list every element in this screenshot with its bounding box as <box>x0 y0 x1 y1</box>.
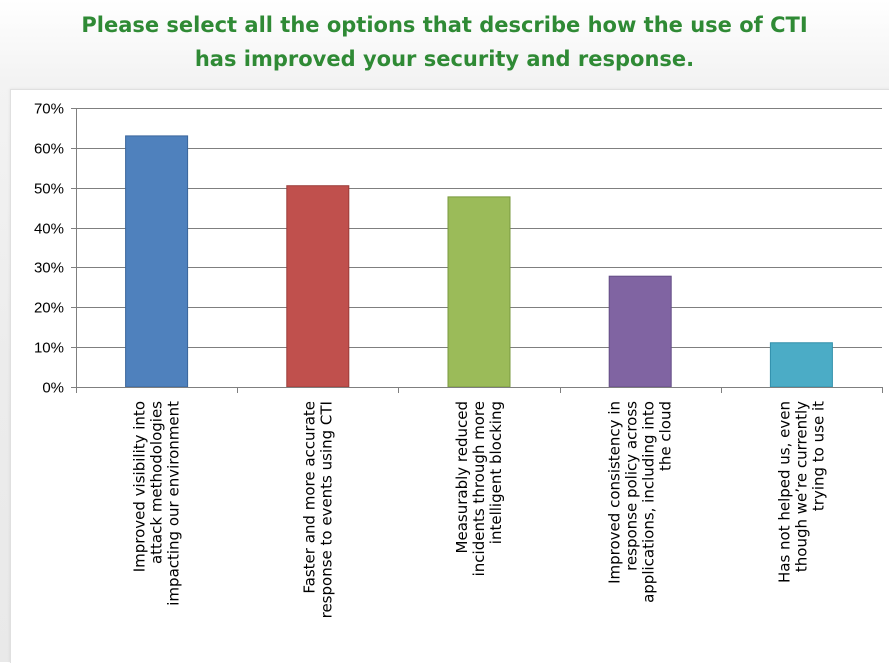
category-label-line: applications, including into <box>640 401 658 603</box>
bar <box>125 135 189 388</box>
category-label-line: Improved visibility into <box>131 401 149 572</box>
y-tick-label: 70% <box>34 101 64 118</box>
y-tick-label: 20% <box>34 300 64 317</box>
bar-chart: 0% 10% 20% 30% 40% 50% 60% 70% Improved visibili… <box>34 101 883 618</box>
category-label-line: trying to use it <box>809 401 827 511</box>
category-label-line: response policy across <box>623 401 641 571</box>
chart-title: Please select all the options that descr… <box>0 8 889 76</box>
category-label-line: Faster and more accurate <box>300 401 318 594</box>
bar <box>286 185 350 388</box>
category-label: Faster and more accurate response to even… <box>300 401 335 618</box>
category-label-line: Has not helped us, even <box>775 401 793 583</box>
category-label-line: Measurably reduced <box>453 401 471 553</box>
category-label-line: incidents through more <box>470 401 488 576</box>
y-tick-label: 30% <box>34 260 64 277</box>
y-tick-label: 10% <box>34 340 64 357</box>
bar <box>769 342 833 388</box>
category-label: Has not helped us, even though we’re curr… <box>775 401 827 583</box>
category-label-line: attack methodologies <box>148 401 166 564</box>
category-label-line: though we’re currently <box>792 401 810 572</box>
category-label: Improved consistency in response policy a… <box>606 401 675 603</box>
category-label-line: response to events using CTI <box>317 401 335 618</box>
y-tick-label: 60% <box>34 141 64 158</box>
y-tick-label: 40% <box>34 221 64 238</box>
category-label-line: intelligent blocking <box>487 401 505 544</box>
bar <box>447 196 511 388</box>
y-tick-label: 0% <box>42 380 64 397</box>
category-label-line: Improved consistency in <box>606 401 624 584</box>
chart-panel: 0% 10% 20% 30% 40% 50% 60% 70% Improved visibili… <box>10 89 889 663</box>
category-label-line: the cloud <box>657 401 675 471</box>
category-label: Improved visibility into attack methodolo… <box>131 401 183 606</box>
category-label: Measurably reduced incidents through more… <box>453 401 505 576</box>
bar <box>608 275 672 388</box>
y-tick-label: 50% <box>34 181 64 198</box>
chart-title-line-1: Please select all the options that descr… <box>81 13 808 37</box>
category-label-line: impacting our environment <box>165 401 183 606</box>
chart-title-line-2: has improved your security and response. <box>194 47 695 71</box>
